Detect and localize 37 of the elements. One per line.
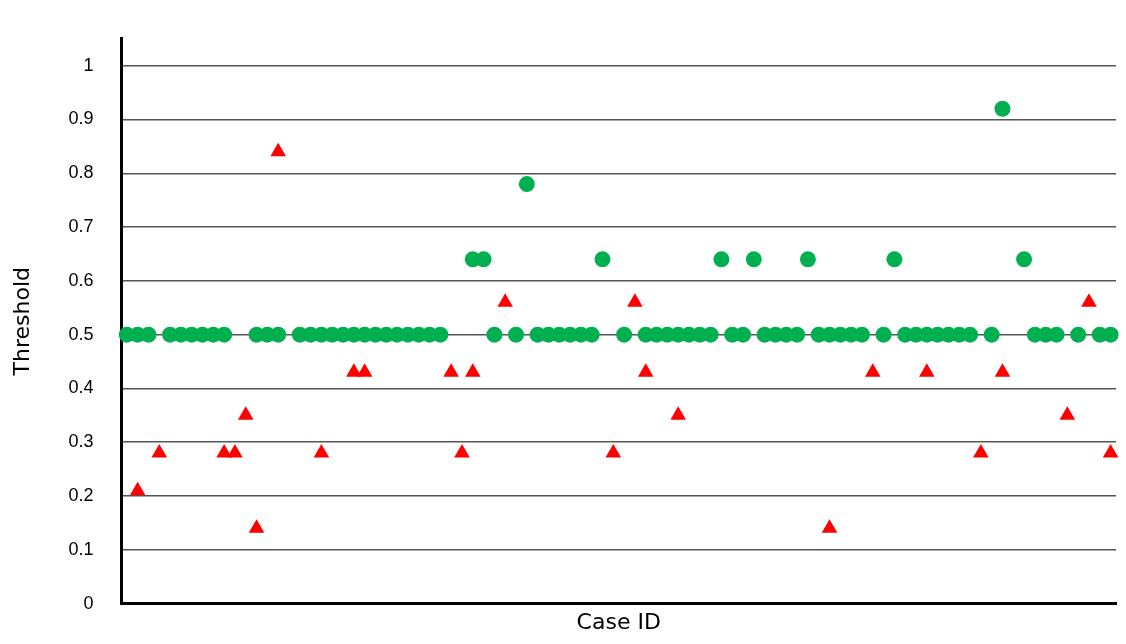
point xyxy=(356,363,373,377)
point xyxy=(497,293,513,307)
point xyxy=(1081,293,1097,307)
y-tick-label: 0.7 xyxy=(68,216,94,237)
y-axis-title: Threshold xyxy=(8,266,34,377)
y-tick-label: 1 xyxy=(83,54,94,75)
x-axis-title: Case ID xyxy=(576,608,661,634)
point xyxy=(919,363,935,377)
y-tick-label: 0 xyxy=(83,592,94,613)
point xyxy=(129,481,146,496)
y-tick-label: 0.1 xyxy=(68,538,94,559)
point xyxy=(248,519,265,533)
point xyxy=(1102,443,1119,458)
point xyxy=(313,443,330,458)
point xyxy=(973,443,989,458)
point xyxy=(464,363,481,377)
point xyxy=(605,443,622,458)
y-tick-label: 0.2 xyxy=(68,484,94,505)
y-tick-label: 0.5 xyxy=(68,323,94,344)
point xyxy=(454,443,470,458)
point xyxy=(151,443,168,458)
point xyxy=(994,363,1011,377)
point xyxy=(821,519,838,533)
point xyxy=(864,363,881,377)
point xyxy=(237,406,254,420)
point xyxy=(670,406,686,420)
y-tick-label: 0.6 xyxy=(68,269,94,290)
y-tick-label: 0.8 xyxy=(68,162,94,183)
point xyxy=(637,363,654,377)
y-tick-label: 0.3 xyxy=(68,431,94,452)
point xyxy=(227,443,243,458)
point xyxy=(1059,406,1076,420)
point xyxy=(443,363,459,377)
y-tick-label: 0.9 xyxy=(68,108,94,129)
y-tick-label: 0.4 xyxy=(68,377,94,398)
point xyxy=(270,142,286,157)
point xyxy=(627,293,643,307)
